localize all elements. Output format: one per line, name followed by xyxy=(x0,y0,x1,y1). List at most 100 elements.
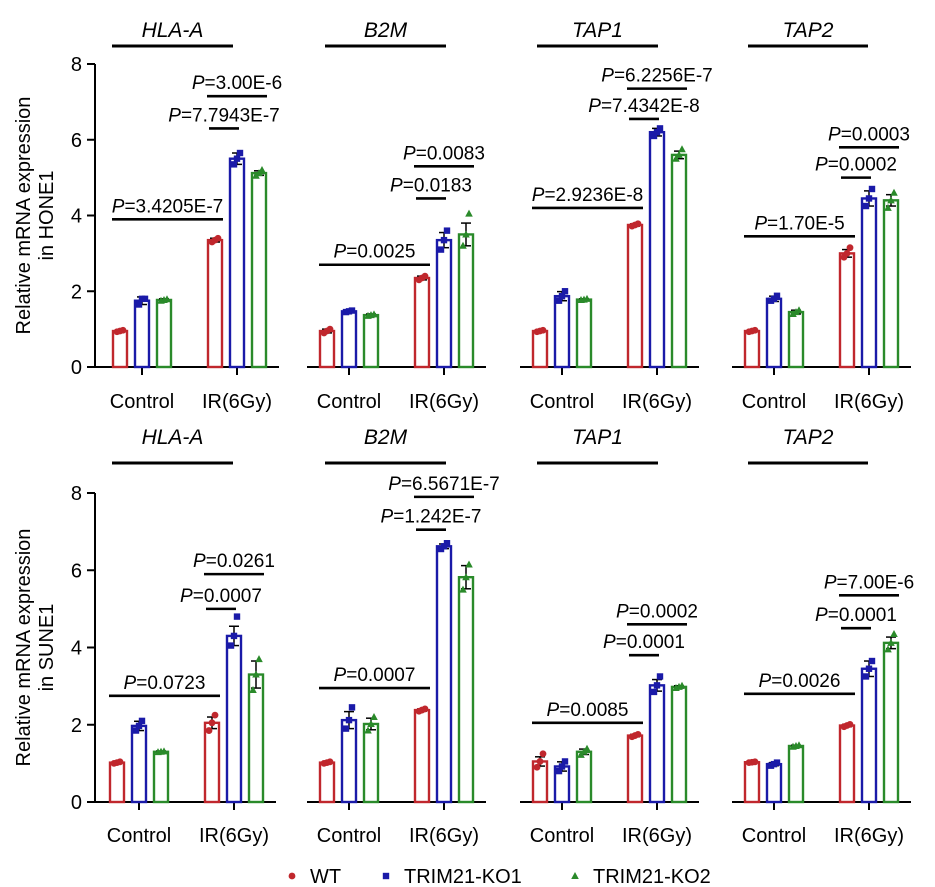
data-point xyxy=(555,297,563,304)
bar-trim21-ko1 xyxy=(130,724,148,804)
bar-trim21-ko2 xyxy=(575,750,593,804)
p-value-text: =0.0001 xyxy=(616,632,685,653)
data-point xyxy=(846,720,854,728)
p-value-label: P=0.0261 xyxy=(193,551,275,572)
bar-trim21-ko2 xyxy=(575,298,593,369)
p-value-label: P=2.9236E-8 xyxy=(532,185,643,206)
x-category-label: Control xyxy=(317,825,381,847)
bar-trim21-ko1 xyxy=(648,130,666,369)
data-point xyxy=(653,682,661,689)
data-point xyxy=(211,711,219,719)
bar-trim21-ko1 xyxy=(765,762,783,804)
p-value-text: =0.0083 xyxy=(416,143,485,164)
data-point xyxy=(678,145,686,153)
p-value-text: =0.0723 xyxy=(136,673,205,694)
p-value-label: P=0.0083 xyxy=(403,143,485,164)
y-axis-label-line-1: Relative mRNA expression xyxy=(13,97,35,335)
data-point xyxy=(141,295,149,303)
y-tick-label: 0 xyxy=(71,357,82,379)
p-value-symbol: P xyxy=(603,632,616,653)
y-axis-label-line-1: Relative mRNA expression xyxy=(13,529,35,767)
bar-trim21-ko1 xyxy=(435,545,453,804)
data-point xyxy=(672,154,680,162)
x-category-label: Control xyxy=(530,825,594,847)
p-value-text: =0.0002 xyxy=(629,601,698,622)
p-value-text: =7.7943E-7 xyxy=(181,105,280,126)
x-category-label: Control xyxy=(530,391,594,413)
bar-wt xyxy=(626,223,644,369)
data-point xyxy=(634,731,642,738)
bar-trim21-ko2 xyxy=(362,722,380,804)
data-point xyxy=(887,196,895,204)
legend-label: TRIM21-KO1 xyxy=(404,866,522,887)
p-value-label: P=0.0003 xyxy=(828,124,910,145)
bar-wt xyxy=(838,724,856,804)
data-point xyxy=(208,719,216,727)
x-category-label: IR(6Gy) xyxy=(409,391,479,413)
bar-trim21-ko2 xyxy=(670,153,688,369)
bar-trim21-ko2 xyxy=(155,298,173,369)
legend-label: TRIM21-KO2 xyxy=(593,866,711,887)
p-value-symbol: P xyxy=(828,124,841,145)
p-value-label: P=0.0001 xyxy=(815,605,897,626)
p-value-label: P=0.0007 xyxy=(180,586,262,607)
data-point xyxy=(348,704,356,711)
p-value-symbol: P xyxy=(754,213,767,234)
p-value-text: =6.2256E-7 xyxy=(614,66,713,87)
data-point xyxy=(249,685,257,693)
data-point xyxy=(119,326,127,334)
legend-marker-triangle xyxy=(571,872,579,879)
p-value-text: =1.70E-5 xyxy=(767,213,845,234)
data-point xyxy=(865,195,873,202)
data-point xyxy=(539,326,547,334)
data-point xyxy=(675,150,683,158)
p-value-label: P=0.0723 xyxy=(124,673,206,694)
x-category-label: IR(6Gy) xyxy=(834,825,904,847)
bar-trim21-ko2 xyxy=(250,171,268,369)
y-tick-label: 4 xyxy=(71,638,82,660)
p-value-text: =0.0261 xyxy=(206,551,275,572)
gene-title: HLA-A xyxy=(142,19,204,42)
y-axis-label: Relative mRNA expression in SUNE1 xyxy=(13,529,58,767)
data-point xyxy=(465,209,473,217)
p-value-symbol: P xyxy=(193,551,206,572)
data-point xyxy=(326,325,334,333)
p-value-text: =0.0025 xyxy=(346,242,415,263)
p-value-label: P=0.0026 xyxy=(759,671,841,692)
bar-trim21-ko2 xyxy=(247,673,265,804)
bar-wt xyxy=(108,761,126,804)
p-value-label: P=0.0002 xyxy=(616,601,698,622)
data-point xyxy=(795,741,803,749)
data-point xyxy=(462,573,470,581)
x-category-label: IR(6Gy) xyxy=(409,825,479,847)
data-point xyxy=(865,665,873,672)
x-category-label: Control xyxy=(742,391,806,413)
data-point xyxy=(656,125,664,132)
data-point xyxy=(884,645,892,653)
data-point xyxy=(437,246,445,253)
p-value-symbol: P xyxy=(112,196,125,217)
p-value-label: P=0.0002 xyxy=(815,155,897,176)
data-point xyxy=(653,128,661,136)
gene-title: TAP1 xyxy=(572,426,623,449)
data-point xyxy=(868,185,876,193)
p-value-label: P=0.0025 xyxy=(334,242,416,263)
data-point xyxy=(890,188,898,196)
legend-marker-square xyxy=(382,872,390,880)
legend-label: WT xyxy=(310,866,341,887)
data-point xyxy=(884,203,892,211)
p-value-label: P=7.00E-6 xyxy=(824,572,914,593)
p-value-symbol: P xyxy=(180,586,193,607)
legend-item-trim21-ko2: TRIM21-KO2 xyxy=(571,866,711,887)
data-point xyxy=(135,722,143,730)
data-point xyxy=(258,166,266,174)
x-category-label: IR(6Gy) xyxy=(202,391,272,413)
p-value-symbol: P xyxy=(547,700,560,721)
p-value-symbol: P xyxy=(532,185,545,206)
